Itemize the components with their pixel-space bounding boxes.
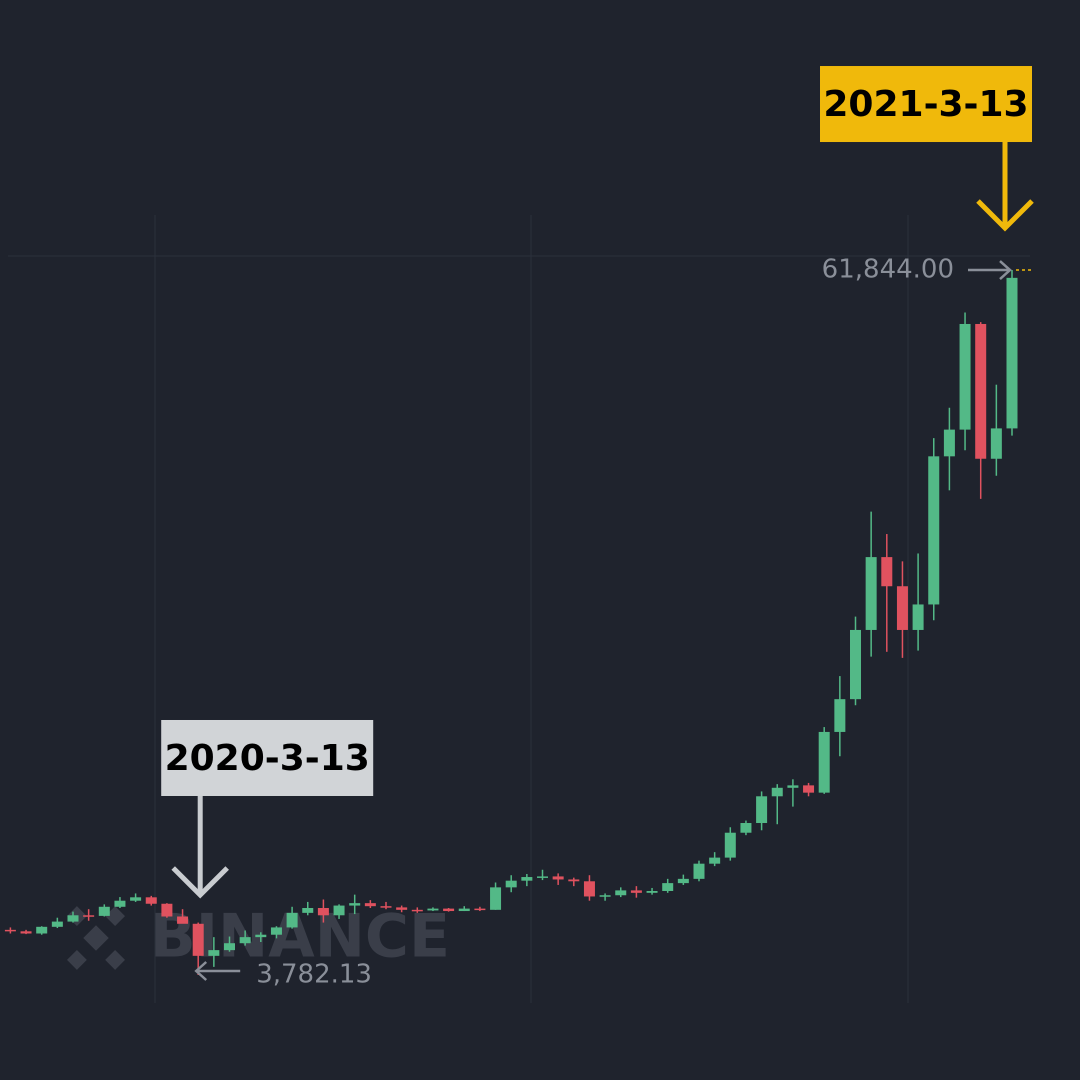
candle-body <box>896 586 908 630</box>
price-label: 3,782.13 <box>256 959 372 989</box>
candle-body <box>98 906 110 916</box>
candle-body <box>568 879 580 882</box>
candle-body <box>145 897 157 904</box>
candle-body <box>740 823 752 833</box>
date-label-box <box>161 719 374 796</box>
candle-body <box>490 887 502 910</box>
candle-body <box>177 916 189 924</box>
candle-body <box>208 950 220 956</box>
candle-body <box>943 429 955 457</box>
candle-body <box>349 903 361 906</box>
candle-body <box>959 323 971 430</box>
candle-body <box>67 915 79 922</box>
candle-body <box>677 878 689 884</box>
candle-body <box>537 876 548 878</box>
candle-body <box>36 926 48 934</box>
date-label: 2020-3-13 <box>165 738 370 779</box>
candle-body <box>709 857 721 864</box>
candle-body <box>270 927 282 935</box>
candle-body <box>756 796 768 824</box>
callout-arrow-head <box>171 866 229 899</box>
candle-body <box>83 915 95 917</box>
candle-body <box>615 890 627 896</box>
watermark: BINANCE <box>67 902 450 972</box>
price-label: 61,844.00 <box>822 255 954 285</box>
date-label-box <box>820 66 1032 143</box>
candle-body <box>834 699 846 732</box>
candle-body <box>255 934 267 938</box>
candle-body <box>521 877 533 881</box>
candle-body <box>20 931 32 934</box>
candle-body <box>990 428 1002 459</box>
candle-body <box>693 863 705 879</box>
candle-body <box>724 832 736 858</box>
candle-body <box>787 785 799 788</box>
candle-body <box>599 895 611 897</box>
candle-body <box>850 629 861 700</box>
candle-body <box>552 876 564 880</box>
candle-body <box>771 787 783 797</box>
callout-arrow-head <box>976 199 1034 232</box>
candle-body <box>975 323 987 459</box>
candle-body <box>239 937 251 944</box>
candle-body <box>161 903 173 917</box>
candle-body <box>881 557 893 587</box>
candle-body <box>583 881 595 897</box>
candle-body <box>317 907 329 916</box>
price-arrow-head <box>999 260 1012 280</box>
price-arrow-head <box>194 961 208 981</box>
candle-body <box>505 880 517 888</box>
candle-body <box>458 908 470 912</box>
candle-body <box>51 921 63 927</box>
candle-body <box>396 907 408 910</box>
date-label: 2021-3-13 <box>823 84 1028 125</box>
candle-body <box>865 557 877 630</box>
candle-body <box>662 883 674 892</box>
candle-body <box>630 890 642 893</box>
candle-body <box>803 785 815 793</box>
candle-body <box>4 929 16 932</box>
candle-body <box>114 900 126 907</box>
grid <box>8 215 1030 1003</box>
candle-body <box>130 897 142 901</box>
candle-body <box>302 907 314 913</box>
candle-body <box>818 731 830 793</box>
candle-body <box>646 891 658 893</box>
candle-body <box>427 908 439 911</box>
candle-body <box>912 604 924 630</box>
candle-body <box>224 943 235 951</box>
candle-body <box>928 456 940 605</box>
candle-body <box>364 903 376 907</box>
candle-body <box>380 906 392 908</box>
candle-body <box>1006 277 1018 429</box>
candle-body <box>443 908 455 912</box>
candle-body <box>192 923 204 956</box>
candle-body <box>286 912 298 928</box>
candle-body <box>474 908 486 911</box>
candle-body <box>411 909 423 912</box>
candle-body <box>333 905 345 916</box>
